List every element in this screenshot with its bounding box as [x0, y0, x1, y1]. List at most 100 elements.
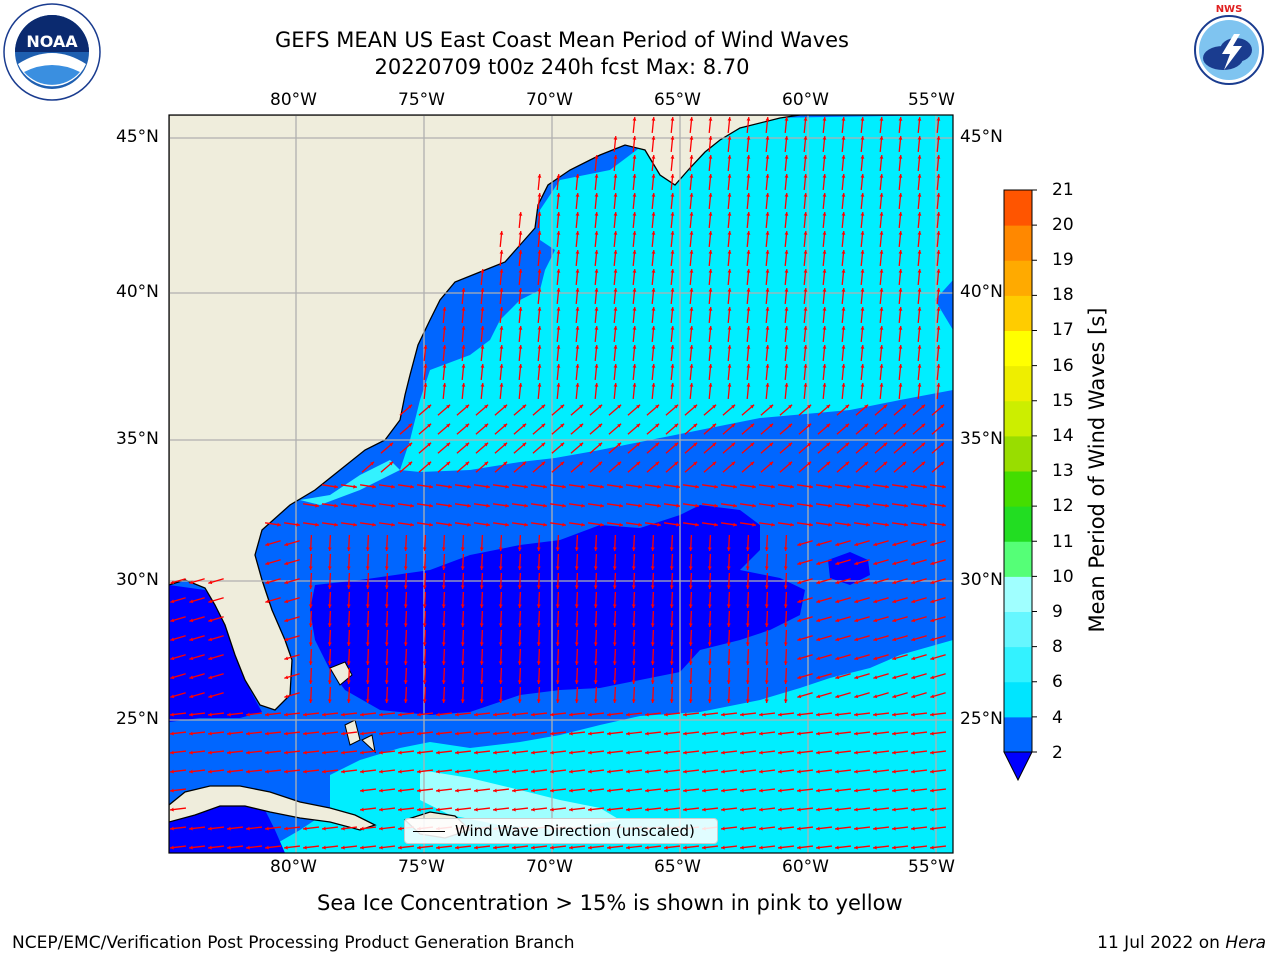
wind-wave-arrowhead	[835, 807, 839, 812]
wind-wave-arrowhead	[783, 604, 788, 608]
wind-wave-arrowhead	[593, 680, 598, 684]
wind-wave-arrowhead	[493, 788, 497, 793]
wind-wave-arrowhead	[651, 383, 656, 387]
wind-wave-arrowhead	[708, 212, 713, 216]
wind-wave-arrowhead	[208, 826, 212, 831]
wind-wave-arrowhead	[803, 307, 808, 311]
north-america-land	[169, 115, 801, 711]
wind-wave-arrowhead	[581, 503, 585, 508]
wind-wave-arrowhead	[365, 547, 370, 551]
wind-wave-arrowhead	[740, 807, 744, 812]
wind-wave-arrowhead	[593, 642, 598, 646]
wind-wave-arrowhead	[797, 826, 801, 831]
wind-wave-arrowhead	[613, 193, 618, 197]
wind-wave-arrowhead	[688, 547, 693, 551]
wind-wave-arrowhead	[436, 731, 440, 736]
wind-wave-arrowhead	[902, 442, 907, 447]
wind-wave-arrowhead	[391, 484, 395, 489]
wind-wave-arrowhead	[512, 807, 516, 812]
wind-wave-arrowhead	[936, 383, 941, 387]
wind-wave-arrowhead	[512, 712, 516, 717]
wind-wave-arrowhead	[403, 604, 408, 608]
wind-wave-arrowhead	[702, 769, 706, 774]
wind-wave-arrowhead	[822, 212, 827, 216]
wind-wave-arrowhead	[562, 522, 566, 527]
wind-wave-arrowhead	[277, 522, 281, 527]
wind-wave-arrowhead	[816, 712, 820, 717]
wind-wave-arrowhead	[598, 423, 603, 428]
wind-wave-arrowhead	[613, 288, 618, 292]
wind-wave-arrowhead	[765, 155, 770, 159]
wind-wave-arrowhead	[689, 269, 694, 273]
wind-wave-arrowhead	[398, 788, 402, 793]
wind-wave-arrowhead	[588, 807, 592, 812]
wind-wave-arrowhead	[923, 503, 927, 508]
wind-wave-arrowhead	[807, 404, 812, 409]
wind-wave-arrowhead	[479, 661, 484, 665]
wind-wave-arrowhead	[651, 364, 656, 368]
wind-wave-arrowhead	[873, 845, 877, 850]
wind-wave-arrowhead	[537, 231, 542, 235]
colorbar-tick-4: 4	[1052, 708, 1063, 728]
wind-wave-arrowhead	[327, 623, 332, 627]
wind-wave-arrowhead	[346, 642, 351, 646]
wind-wave-arrowhead	[479, 566, 484, 570]
wind-wave-arrowhead	[879, 307, 884, 311]
wind-wave-arrowhead	[645, 712, 649, 717]
colorbar-tick-13: 13	[1052, 461, 1074, 481]
wind-wave-arrowhead	[759, 750, 763, 755]
wind-wave-arrowhead	[436, 769, 440, 774]
wind-wave-arrowhead	[613, 345, 618, 349]
wind-wave-arrowhead	[384, 585, 389, 589]
wind-wave-arrowhead	[721, 845, 725, 850]
wind-wave-arrowhead	[594, 383, 599, 387]
wind-wave-arrowhead	[410, 484, 414, 489]
wind-wave-arrowhead	[346, 623, 351, 627]
wind-wave-arrowhead	[788, 461, 793, 466]
wind-wave-arrowhead	[308, 623, 313, 627]
wind-wave-arrowhead	[600, 484, 604, 489]
wind-wave-arrowhead	[555, 680, 560, 684]
wind-wave-arrowhead	[346, 661, 351, 665]
wind-wave-arrowhead	[828, 503, 832, 508]
wind-wave-arrowhead	[353, 503, 357, 508]
wind-wave-arrowhead	[745, 661, 750, 665]
wind-wave-arrowhead	[674, 423, 679, 428]
wind-wave-arrowhead	[835, 656, 840, 661]
wind-wave-arrowhead	[860, 326, 865, 330]
wind-wave-arrowhead	[664, 807, 668, 812]
wind-wave-arrowhead	[826, 442, 831, 447]
wind-wave-arrowhead	[531, 712, 535, 717]
wind-wave-arrowhead	[484, 404, 489, 409]
wind-wave-arrowhead	[745, 585, 750, 589]
wind-wave-arrowhead	[688, 699, 693, 703]
lightcyan-patch	[420, 770, 620, 830]
wind-wave-arrowhead	[284, 599, 289, 604]
wind-wave-arrowhead	[189, 618, 194, 623]
wind-wave-arrowhead	[784, 231, 789, 235]
wind-wave-arrowhead	[841, 383, 846, 387]
wind-wave-arrowhead	[822, 269, 827, 273]
wind-wave-arrowhead	[631, 623, 636, 627]
wind-wave-arrowhead	[923, 522, 927, 527]
wind-wave-arrowhead	[574, 566, 579, 570]
wind-wave-arrowhead	[726, 680, 731, 684]
wind-wave-arrowhead	[670, 117, 675, 121]
wind-wave-arrowhead	[265, 561, 270, 566]
wind-wave-arrowhead	[556, 193, 561, 197]
wind-wave-arrowhead	[902, 461, 907, 466]
wind-wave-arrowhead	[822, 250, 827, 254]
wind-wave-arrowhead	[847, 503, 851, 508]
wind-wave-arrowhead	[683, 712, 687, 717]
wind-wave-arrowhead	[189, 750, 193, 755]
wind-wave-arrowhead	[809, 522, 813, 527]
wind-wave-arrowhead	[389, 442, 394, 447]
wind-wave-arrowhead	[860, 231, 865, 235]
wind-wave-arrowhead	[816, 788, 820, 793]
wind-wave-arrowhead	[617, 461, 622, 466]
wind-wave-arrowhead	[365, 623, 370, 627]
wind-wave-arrowhead	[486, 484, 490, 489]
wind-wave-arrowhead	[892, 694, 897, 699]
wind-wave-arrowhead	[327, 547, 332, 551]
wind-wave-arrowhead	[284, 637, 289, 642]
